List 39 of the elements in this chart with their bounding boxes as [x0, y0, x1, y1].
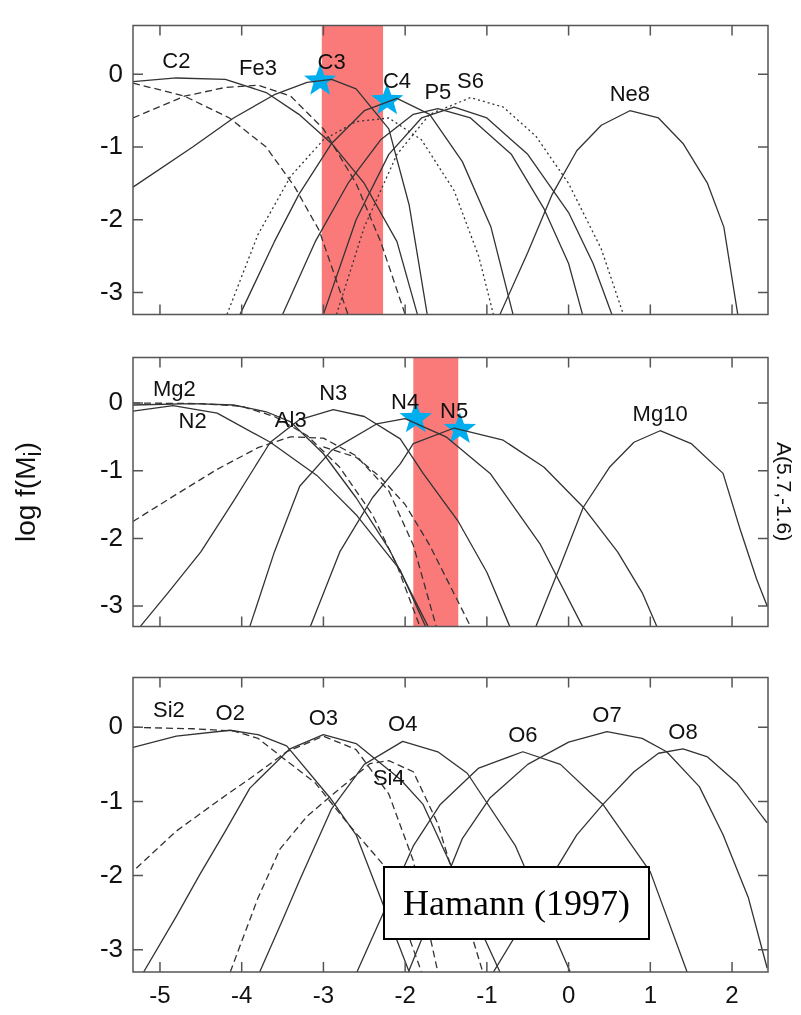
x-tick-label: 1 [643, 981, 657, 1009]
series-label: O2 [215, 700, 245, 726]
x-tick-label: -5 [149, 981, 171, 1009]
series-label: S6 [457, 67, 484, 93]
x-tick-label: 0 [561, 981, 576, 1009]
annotation: Hamann (1997) [383, 866, 650, 940]
series-label: P5 [424, 78, 452, 104]
series-label: O3 [308, 704, 339, 730]
y-tick-label: -3 [99, 589, 123, 620]
series-label: Mg10 [632, 400, 688, 426]
y-tick-label: -2 [99, 203, 123, 233]
series-label: C4 [382, 68, 412, 94]
y-tick-label: -3 [99, 275, 123, 306]
x-tick-label: -2 [394, 981, 416, 1009]
series-label: N3 [319, 379, 348, 405]
series-label: Mg2 [153, 375, 196, 401]
y2-axis-title: A(5.7,-1.6) [772, 442, 796, 542]
series-label: Ne8 [609, 80, 651, 106]
y-tick-label: -3 [99, 932, 123, 963]
series-label: C2 [162, 48, 191, 74]
x-tick-label: -4 [231, 981, 253, 1009]
x-tick-label: -3 [312, 981, 335, 1009]
series-label: O8 [668, 718, 698, 744]
y-tick-label: -1 [99, 784, 123, 815]
y-tick-label: 0 [108, 57, 123, 88]
series-label: O6 [508, 721, 538, 747]
series-label: O4 [388, 711, 418, 737]
series-label: Fe3 [239, 55, 277, 81]
y-tick-label: 0 [108, 386, 123, 417]
x-tick-label: 2 [725, 981, 739, 1009]
y-tick-label: -2 [99, 858, 123, 889]
series-label: Si2 [153, 697, 185, 723]
y-tick-label: 0 [108, 710, 123, 741]
x-tick-label: -1 [476, 981, 498, 1009]
series-label: N2 [178, 407, 207, 433]
series-label: O7 [592, 701, 622, 727]
y-tick-label: -1 [99, 130, 123, 161]
y-tick-label: -2 [99, 521, 123, 552]
y-tick-label: -1 [99, 453, 123, 484]
